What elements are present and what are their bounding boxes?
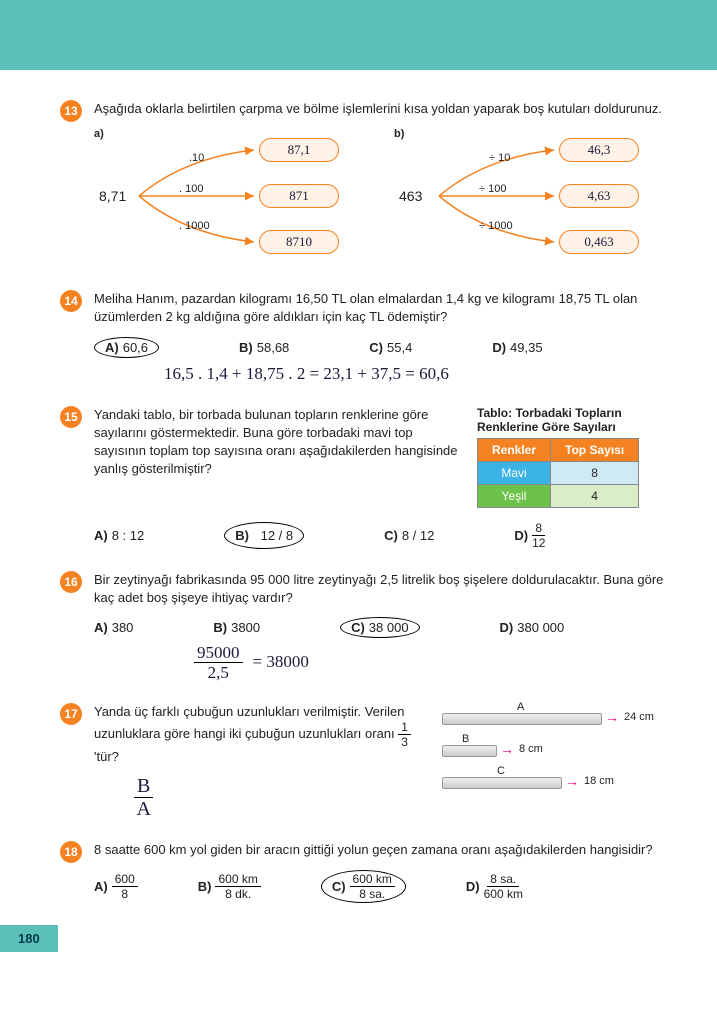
q15-table-caption: Tablo: Torbadaki Topların Renklerine Gör… <box>477 406 672 434</box>
q18-opt-b: B) 600 km8 dk. <box>198 870 261 903</box>
arrow-icon: → <box>500 741 514 757</box>
q13a-ans3: 8710 <box>259 230 339 254</box>
q17-bars: A → 24 cm B → 8 cm C → 18 cm <box>442 703 672 803</box>
q18-badge: 18 <box>60 841 82 863</box>
page-content: 13 Aşağıda oklarla belirtilen çarpma ve … <box>0 70 717 903</box>
q16-options: A) 380 B) 3800 C) 38 000 D) 380 000 <box>94 617 672 638</box>
q13b-ans1: 46,3 <box>559 138 639 162</box>
q14-text: Meliha Hanım, pazardan kilogramı 16,50 T… <box>94 290 672 326</box>
question-13: 13 Aşağıda oklarla belirtilen çarpma ve … <box>60 100 672 268</box>
q15-opt-d: D) 812 <box>514 522 545 549</box>
q16-badge: 16 <box>60 571 82 593</box>
q13b-ans3: 0,463 <box>559 230 639 254</box>
q16-text: Bir zeytinyağı fabrikasında 95 000 litre… <box>94 571 672 607</box>
bar-b <box>442 745 497 757</box>
q17-text: Yanda üç farklı çubuğun uzunlukları veri… <box>94 703 422 766</box>
question-17: 17 Yanda üç farklı çubuğun uzunlukları v… <box>60 703 672 819</box>
q16-opt-c: C) 38 000 <box>340 617 419 638</box>
header-bar <box>0 0 717 70</box>
question-18: 18 8 saatte 600 km yol giden bir aracın … <box>60 841 672 902</box>
question-16: 16 Bir zeytinyağı fabrikasında 95 000 li… <box>60 571 672 681</box>
q16-opt-b: B) 3800 <box>213 617 260 638</box>
q14-opt-a: A) 60,6 <box>94 337 159 358</box>
q16-opt-a: A) 380 <box>94 617 133 638</box>
q13b-ans2: 4,63 <box>559 184 639 208</box>
question-15: 15 Yandaki tablo, bir torbada bulunan to… <box>60 406 672 549</box>
q13a-ans2: 871 <box>259 184 339 208</box>
q15-options: A) 8 : 12 B) 12 / 8 C) 8 / 12 D) 812 <box>94 522 672 549</box>
q14-options: A) 60,6 B) 58,68 C) 55,4 D) 49,35 <box>94 337 672 358</box>
q14-opt-b: B) 58,68 <box>239 337 289 358</box>
q18-options: A) 6008 B) 600 km8 dk. C) 600 km8 sa. D)… <box>94 870 672 903</box>
q15-opt-c: C) 8 / 12 <box>384 522 434 549</box>
q15-table: RenklerTop Sayısı Mavi8 Yeşil4 <box>477 438 639 508</box>
q17-answer: BA <box>134 776 422 819</box>
q13-diagram-b: b) 463 ÷ 10 ÷ 100 ÷ 1000 46,3 4,63 0,463 <box>394 128 654 268</box>
q13a-ans1: 87,1 <box>259 138 339 162</box>
q16-opt-d: D) 380 000 <box>500 617 565 638</box>
q13-badge: 13 <box>60 100 82 122</box>
bar-a <box>442 713 602 725</box>
q14-opt-d: D) 49,35 <box>492 337 542 358</box>
q18-opt-d: D) 8 sa.600 km <box>466 870 523 903</box>
q14-work: 16,5 . 1,4 + 18,75 . 2 = 23,1 + 37,5 = 6… <box>164 364 672 384</box>
q15-badge: 15 <box>60 406 82 428</box>
q14-opt-c: C) 55,4 <box>369 337 412 358</box>
q16-work: 950002,5 = 38000 <box>194 644 672 681</box>
q14-badge: 14 <box>60 290 82 312</box>
arrow-icon: → <box>565 773 579 789</box>
q18-opt-a: A) 6008 <box>94 870 138 903</box>
q18-opt-c: C) 600 km8 sa. <box>321 870 406 903</box>
q13-diagram-a: a) 8,71 .10 . 100 . 1000 87,1 871 8710 <box>94 128 354 268</box>
q18-text: 8 saatte 600 km yol giden bir aracın git… <box>94 841 672 859</box>
q15-opt-a: A) 8 : 12 <box>94 522 144 549</box>
q17-badge: 17 <box>60 703 82 725</box>
arrow-icon: → <box>605 709 619 725</box>
q13-text: Aşağıda oklarla belirtilen çarpma ve böl… <box>94 100 672 118</box>
q15-text: Yandaki tablo, bir torbada bulunan topla… <box>94 406 462 479</box>
footer: 180 <box>0 925 717 952</box>
q15-opt-b: B) 12 / 8 <box>224 522 304 549</box>
question-14: 14 Meliha Hanım, pazardan kilogramı 16,5… <box>60 290 672 383</box>
page-number: 180 <box>0 925 58 952</box>
bar-c <box>442 777 562 789</box>
